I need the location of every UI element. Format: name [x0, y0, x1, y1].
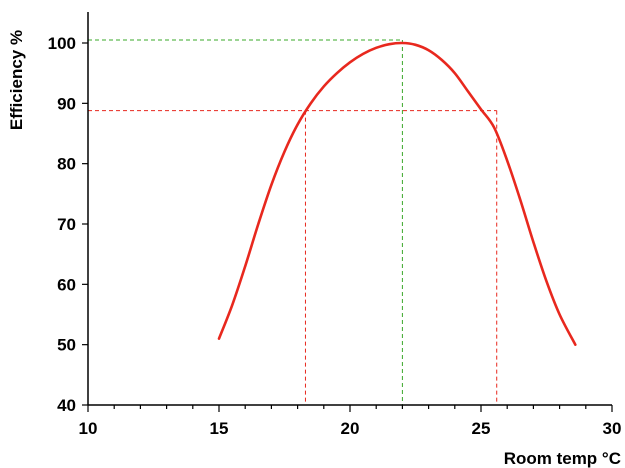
y-tick-label: 90	[57, 94, 76, 113]
x-tick-label: 30	[603, 419, 622, 438]
ticks: 10 15 20 25 30 40 50 60 70 80 90 100	[48, 34, 622, 438]
y-tick-label: 100	[48, 34, 76, 53]
x-tick-label: 20	[341, 419, 360, 438]
y-tick-label: 60	[57, 275, 76, 294]
axes	[87, 12, 612, 406]
y-tick-label: 50	[57, 336, 76, 355]
reference-lines	[88, 39, 498, 405]
y-tick-label: 80	[57, 155, 76, 174]
y-tick-label: 70	[57, 215, 76, 234]
x-tick-label: 10	[79, 419, 98, 438]
efficiency-series-line	[217, 41, 577, 346]
series-layer	[217, 41, 577, 346]
x-tick-label: 25	[472, 419, 491, 438]
x-axis-title: Room temp °C	[504, 449, 621, 468]
y-tick-label: 40	[57, 396, 76, 415]
x-tick-label: 15	[210, 419, 229, 438]
y-axis-title: Efficiency %	[7, 30, 26, 130]
